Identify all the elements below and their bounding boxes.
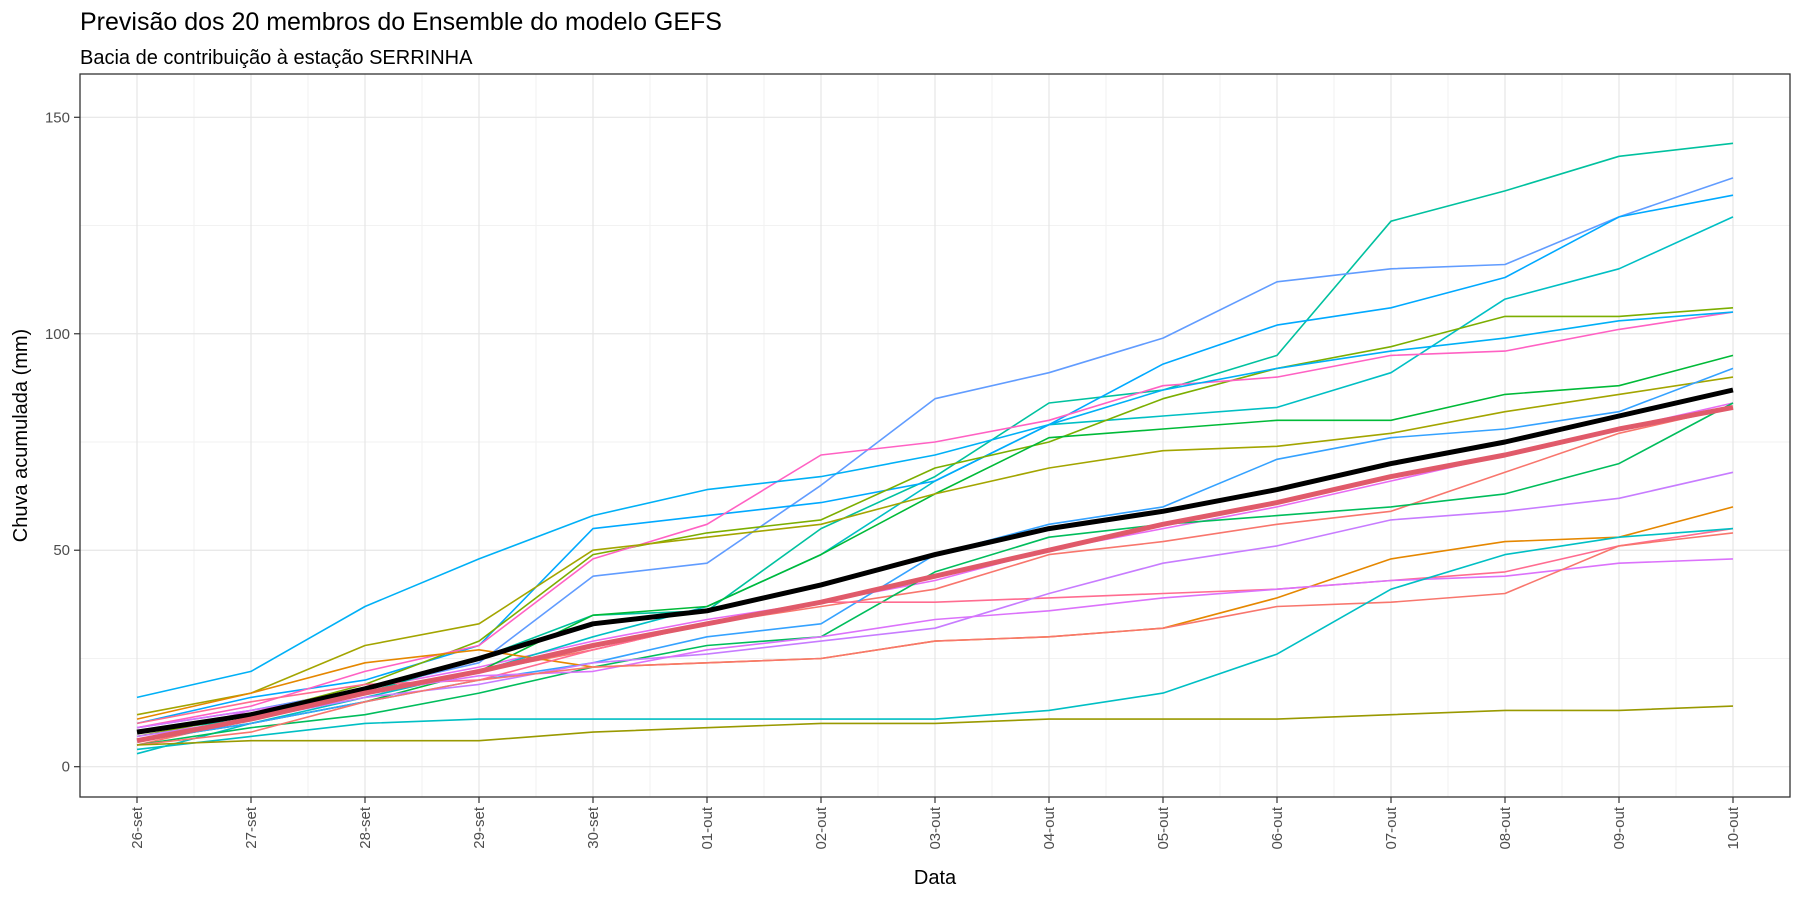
x-axis: 26-set 27-set 28-set 29-set 30-set 01-out 02-o…: [129, 797, 1742, 850]
y-axis-title: Chuva acumulada (mm): [10, 329, 32, 542]
y-axis: 0 50 100 150: [45, 109, 80, 775]
x-tick-label: 28-set: [357, 806, 374, 849]
y-tick-label: 0: [62, 759, 70, 776]
y-tick-label: 100: [45, 326, 70, 343]
y-tick-label: 150: [45, 109, 70, 126]
x-tick-label: 10-out: [1725, 806, 1742, 849]
x-tick-label: 05-out: [1155, 806, 1172, 849]
x-tick-label: 06-out: [1269, 806, 1286, 849]
x-tick-label: 04-out: [1041, 806, 1058, 849]
x-tick-label: 29-set: [471, 806, 488, 849]
x-tick-label: 27-set: [243, 806, 260, 849]
x-tick-label: 08-out: [1497, 806, 1514, 849]
x-tick-label: 09-out: [1611, 806, 1628, 849]
x-tick-label: 30-set: [585, 806, 602, 849]
y-tick-label: 50: [53, 542, 70, 559]
x-tick-label: 07-out: [1383, 806, 1400, 849]
x-tick-label: 01-out: [699, 806, 716, 849]
x-tick-label: 03-out: [927, 806, 944, 849]
x-tick-label: 26-set: [129, 806, 146, 849]
x-tick-label: 02-out: [813, 806, 830, 849]
x-axis-title: Data: [914, 867, 957, 889]
